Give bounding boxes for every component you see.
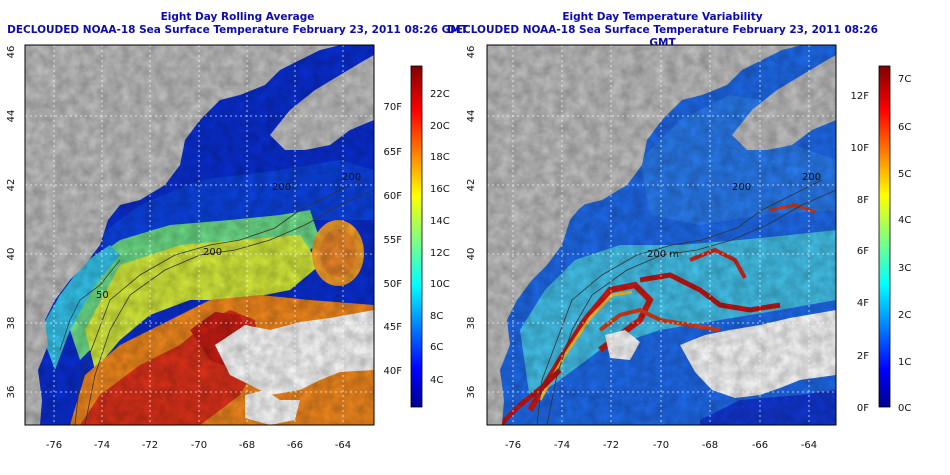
right-cb-c-4: 3C <box>898 263 911 274</box>
right-depth-contour <box>536 179 823 425</box>
right-contour-label-200b: 200 <box>732 182 751 193</box>
right-lat-tick-2: 38 <box>466 317 477 330</box>
left-graticule <box>25 45 374 425</box>
left-contour-label-200b: 200 <box>272 182 291 193</box>
right-lat-tick-4: 42 <box>466 179 477 192</box>
left-lat-axis: 36 38 40 42 44 46 <box>6 46 17 399</box>
right-variability-map <box>487 45 836 425</box>
right-cb-c-1: 0C <box>898 403 911 414</box>
left-lon-tick-1: -76 <box>46 440 62 451</box>
right-lat-axis: 36 38 40 42 44 46 <box>466 46 477 399</box>
left-contour-label-50: 50 <box>96 290 109 301</box>
right-lon-tick-5: -68 <box>702 440 718 451</box>
right-cb-f-1: 0F <box>857 403 869 414</box>
left-cb-f-7: 70F <box>384 102 403 113</box>
right-cb-f-7: 12F <box>851 91 870 102</box>
left-cb-f-2: 45F <box>384 322 403 333</box>
right-lon-axis: -76 -74 -72 -70 -68 -66 -64 <box>505 440 817 451</box>
right-lon-tick-7: -64 <box>801 440 817 451</box>
left-lat-tick-3: 40 <box>6 248 17 261</box>
right-cb-f-3: 4F <box>857 298 869 309</box>
right-map-frame <box>486 44 837 426</box>
right-lon-tick-2: -74 <box>554 440 570 451</box>
left-cb-c-8: 18C <box>430 152 450 163</box>
right-graticule <box>487 45 836 425</box>
left-contour-label-200: 200 <box>203 247 222 258</box>
right-cb-c-5: 4C <box>898 215 911 226</box>
right-lat-tick-3: 40 <box>466 248 477 261</box>
right-lat-tick-1: 36 <box>466 386 477 399</box>
left-colorbar <box>410 65 423 408</box>
left-lon-tick-6: -66 <box>287 440 303 451</box>
right-cb-f-2: 2F <box>857 351 869 362</box>
left-cb-c-4: 10C <box>430 279 450 290</box>
right-colorbar-fahrenheit: 0F 2F 4F 6F 8F 10F 12F <box>851 91 870 414</box>
right-lat-tick-5: 44 <box>466 110 477 123</box>
right-contour-label-200m: 200 m <box>647 249 679 260</box>
right-texture <box>487 45 836 425</box>
left-title-line1: Eight Day Rolling Average <box>160 11 315 23</box>
right-cb-f-4: 6F <box>857 246 869 257</box>
left-colorbar-celsius: 4C 6C 8C 10C 12C 14C 16C 18C 20C 22C <box>430 89 450 386</box>
left-lat-tick-6: 46 <box>6 46 17 59</box>
left-colorbar-fahrenheit: 40F 45F 50F 55F 60F 65F 70F <box>384 102 403 377</box>
left-title-line2: DECLOUDED NOAA-18 Sea Surface Temperatur… <box>7 24 468 36</box>
left-sst-map <box>25 45 374 425</box>
left-cb-f-6: 65F <box>384 147 403 158</box>
right-cb-f-5: 8F <box>857 195 869 206</box>
right-lon-tick-1: -76 <box>505 440 521 451</box>
left-texture <box>25 45 374 425</box>
right-lat-tick-6: 46 <box>466 46 477 59</box>
right-lon-tick-3: -72 <box>603 440 619 451</box>
left-cb-c-7: 16C <box>430 184 450 195</box>
right-cb-c-3: 2C <box>898 310 911 321</box>
right-lon-tick-6: -66 <box>752 440 768 451</box>
left-depth-contour-2 <box>84 189 374 425</box>
right-cb-c-7: 6C <box>898 122 911 133</box>
left-map-frame <box>24 44 375 426</box>
left-cb-c-5: 12C <box>430 248 450 259</box>
right-panel-title: Eight Day Temperature Variability DECLOU… <box>440 11 885 50</box>
right-contour-label-200c: 200 <box>802 172 821 183</box>
left-lon-tick-5: -68 <box>239 440 255 451</box>
right-colorbar <box>878 65 891 408</box>
right-cb-c-6: 5C <box>898 169 911 180</box>
left-lon-tick-4: -70 <box>191 440 207 451</box>
right-cb-f-6: 10F <box>851 143 870 154</box>
left-cb-c-2: 6C <box>430 342 443 353</box>
left-lat-tick-5: 44 <box>6 110 17 123</box>
left-lon-tick-3: -72 <box>142 440 158 451</box>
left-cb-c-1: 4C <box>430 375 443 386</box>
left-lon-tick-2: -74 <box>94 440 110 451</box>
left-depth-contour-3 <box>59 259 121 351</box>
left-lon-axis: -76 -74 -72 -70 -68 -66 -64 <box>46 440 351 451</box>
left-cb-f-4: 55F <box>384 235 403 246</box>
right-colorbar-celsius: 0C 1C 2C 3C 4C 5C 6C 7C <box>898 74 911 414</box>
left-lon-tick-7: -64 <box>335 440 351 451</box>
right-lon-tick-4: -70 <box>653 440 669 451</box>
right-cb-c-2: 1C <box>898 357 911 368</box>
left-cb-c-3: 8C <box>430 311 443 322</box>
left-cb-f-3: 50F <box>384 279 403 290</box>
left-lat-tick-1: 36 <box>6 386 17 399</box>
left-depth-contour <box>74 179 361 425</box>
left-panel-title: Eight Day Rolling Average DECLOUDED NOAA… <box>0 11 475 37</box>
left-contour-label-200c: 200 <box>342 172 361 183</box>
left-cb-f-1: 40F <box>384 366 403 377</box>
left-cb-c-9: 20C <box>430 121 450 132</box>
left-cb-c-10: 22C <box>430 89 450 100</box>
right-depth-contour-2 <box>546 189 836 425</box>
left-lat-tick-4: 42 <box>6 179 17 192</box>
left-lat-tick-2: 38 <box>6 317 17 330</box>
left-cb-f-5: 60F <box>384 191 403 202</box>
right-title-line1: Eight Day Temperature Variability <box>562 11 763 23</box>
right-cb-c-8: 7C <box>898 74 911 85</box>
left-cb-c-6: 14C <box>430 216 450 227</box>
